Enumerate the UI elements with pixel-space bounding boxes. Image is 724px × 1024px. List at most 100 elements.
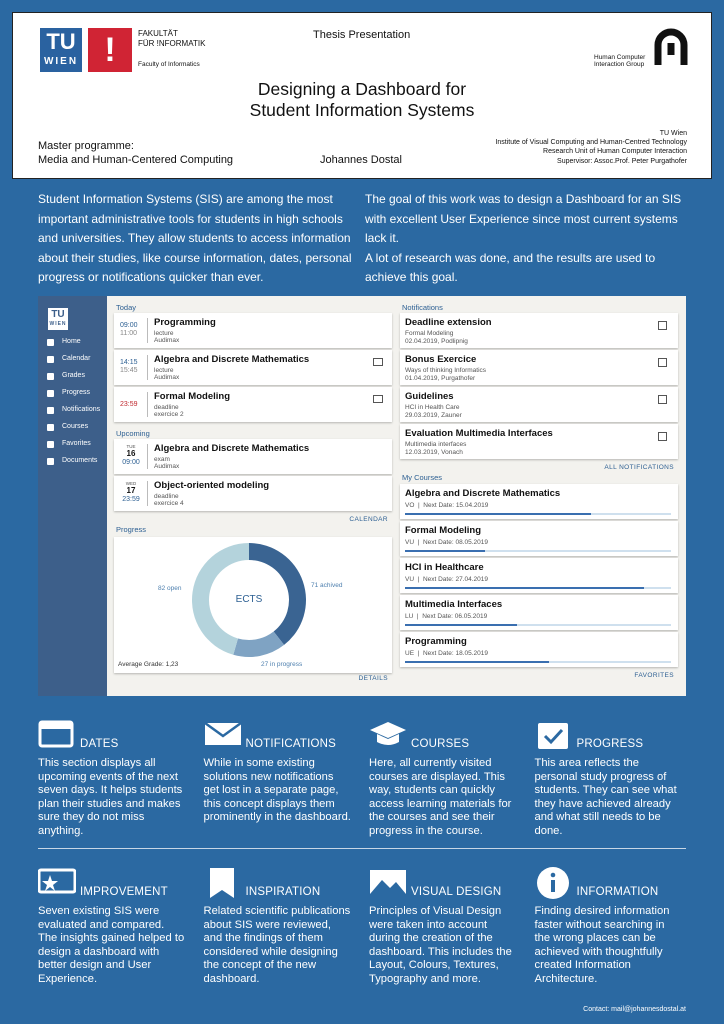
event-title: Object-oriented modeling [154, 480, 270, 491]
nav-item[interactable]: Progress [62, 389, 91, 396]
donut-center: ECTS [235, 594, 263, 605]
course-title: Programming [405, 636, 467, 647]
dash-logo-top: TU [51, 309, 65, 320]
notification-detail: 01.04.2019, Purgathofer [405, 375, 476, 382]
course-info: LU | Next Date: 06.05.2019 [405, 613, 488, 620]
nav-icon [47, 339, 54, 346]
card[interactable]: Algebra and Discrete Mathematics VO | Nex… [400, 484, 678, 519]
intro-paragraph: Student Information Systems (SIS) are am… [38, 192, 352, 284]
nav-item[interactable]: Home [62, 338, 81, 345]
event-date: 16 [126, 449, 136, 458]
mail-icon [373, 358, 383, 366]
donut-chart [192, 543, 306, 657]
nav-icon [47, 356, 54, 363]
progress-bar [405, 624, 517, 626]
course-info: VO | Next Date: 15.04.2019 [405, 502, 489, 509]
section-link[interactable]: ALL NOTIFICATIONS [604, 464, 674, 471]
card[interactable]: Formal Modeling VU | Next Date: 08.05.201… [400, 521, 678, 556]
event-title: Programming [154, 317, 216, 328]
divider [38, 848, 686, 849]
card[interactable]: Deadline extension Formal Modeling 02.04.2… [400, 313, 678, 348]
event-date: 17 [126, 486, 136, 495]
card[interactable]: 71 achived 27 in progress 82 open ECTS Avera… [114, 537, 392, 673]
section-link[interactable]: CALENDAR [349, 516, 388, 523]
card[interactable]: TUE 16 09:00 Algebra and Discrete Mathemati… [114, 439, 392, 474]
progress-bar [405, 513, 592, 515]
hci-logo-shape [654, 28, 688, 65]
event-time: 23:59 [122, 496, 140, 503]
feature-icon [370, 870, 406, 894]
feature-text: Here, all currently visited courses are … [369, 757, 512, 837]
card[interactable]: WED 17 23:59 Object-oriented modeling deadli… [114, 476, 392, 511]
progress-bar [405, 587, 645, 589]
card[interactable]: 14:15 15:45 Algebra and Discrete Mathemati… [114, 350, 392, 385]
archive-icon [658, 432, 667, 441]
nav-item[interactable]: Notifications [62, 406, 101, 413]
card[interactable]: Guidelines HCI in Health Care 29.03.2019, … [400, 387, 678, 422]
section-link[interactable]: FAVORITES [634, 672, 674, 679]
feature-title: VISUAL DESIGN [411, 886, 502, 898]
card[interactable]: HCI in Healthcare VU | Next Date: 27.04.2… [400, 558, 678, 593]
thesis-label: Thesis Presentation [313, 29, 411, 41]
feature-title: DATES [80, 738, 119, 750]
course-info: UE | Next Date: 18.05.2019 [405, 650, 488, 657]
nav-icon [47, 373, 54, 380]
nav-item[interactable]: Grades [62, 372, 85, 379]
event-detail: lecture [154, 330, 174, 337]
event-detail: deadline [154, 493, 179, 500]
feature-title: INSPIRATION [245, 886, 321, 898]
faculty-line: FÜR !NFORMATIK [138, 39, 206, 48]
nav-icon [47, 407, 54, 414]
event-time: 15:45 [120, 367, 138, 374]
affiliation: TU Wien Institute of Visual Computing and… [495, 129, 687, 166]
feature-title: PROGRESS [576, 738, 644, 750]
card[interactable]: Multimedia Interfaces LU | Next Date: 06.… [400, 595, 678, 630]
separator [147, 355, 148, 380]
mail-icon [373, 395, 383, 403]
donut-label: 82 open [158, 585, 182, 592]
nav-item[interactable]: Documents [62, 457, 98, 464]
affiliation-line: Supervisor: Assoc.Prof. Peter Purgathofe… [557, 157, 687, 165]
event-detail: lecture [154, 367, 174, 374]
nav-item[interactable]: Calendar [62, 355, 91, 362]
course-title: Formal Modeling [405, 525, 481, 536]
nav-item[interactable]: Courses [62, 423, 89, 430]
tu-logo: TU WIEN [40, 28, 82, 72]
progress-track [405, 624, 671, 626]
faculty-line: FAKULTÄT [138, 29, 178, 38]
average-grade: Average Grade: 1,23 [118, 661, 179, 668]
event-time: 14:15 [120, 359, 138, 366]
feature-icon [537, 723, 568, 749]
feature-text: Related scientific publications about SI… [203, 905, 351, 985]
hci-logo [654, 28, 688, 65]
intro-paragraph: The goal of this work was to design a Da… [365, 192, 682, 245]
card[interactable]: Evaluation Multimedia Interfaces Multimed… [400, 424, 678, 459]
feature-text: Seven existing SIS were evaluated and co… [38, 905, 185, 985]
section-heading: Progress [116, 525, 147, 534]
card[interactable]: 23:59 Formal Modeling deadline exercice 2 [114, 387, 392, 422]
feature-title: INFORMATION [576, 886, 659, 898]
card[interactable]: Bonus Exercice Ways of thinking Informati… [400, 350, 678, 385]
notification-detail: Ways of thinking Informatics [405, 367, 487, 374]
affiliation-line: Institute of Visual Computing and Human-… [495, 139, 687, 147]
nav-item[interactable]: Favorites [62, 440, 91, 447]
faculty-en: Faculty of Informatics [138, 61, 200, 68]
event-detail: exercice 4 [154, 500, 184, 507]
card[interactable]: Programming UE | Next Date: 18.05.2019 [400, 632, 678, 667]
notification-detail: Formal Modeling [405, 330, 454, 337]
feature-text: Finding desired information faster witho… [534, 905, 670, 985]
separator [147, 392, 148, 417]
notification-title: Guidelines [405, 391, 454, 402]
event-detail: Audimax [154, 374, 180, 381]
intro-paragraph: A lot of research was done, and the resu… [365, 250, 656, 285]
donut-segment [233, 631, 285, 657]
course-title: Algebra and Discrete Mathematics [405, 488, 561, 499]
section-heading: Notifications [402, 303, 443, 312]
dash-logo: TU WIEN [48, 308, 68, 330]
event-detail: exam [154, 456, 170, 463]
progress-bar [405, 550, 485, 552]
card[interactable]: 09:00 11:00 Programming lecture Audimax [114, 313, 392, 348]
event-detail: Audimax [154, 463, 180, 470]
nav-icon [47, 424, 54, 431]
section-link[interactable]: DETAILS [358, 675, 388, 682]
